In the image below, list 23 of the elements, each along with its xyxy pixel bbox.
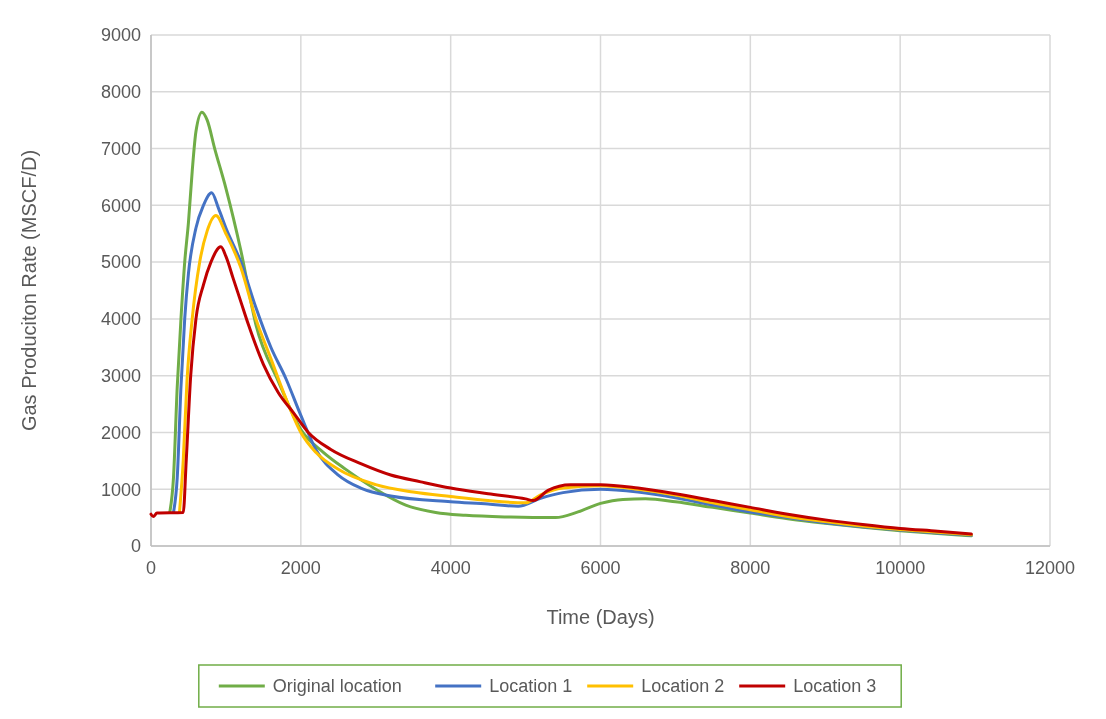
x-tick-label: 4000 bbox=[430, 558, 471, 578]
x-tick-label: 8000 bbox=[730, 558, 771, 578]
legend-label: Location 2 bbox=[641, 676, 725, 697]
x-axis-title: Time (Days) bbox=[546, 606, 655, 628]
y-tick-label: 4000 bbox=[100, 309, 141, 330]
y-tick-label: 0 bbox=[130, 536, 141, 557]
y-tick-label: 8000 bbox=[100, 82, 141, 103]
y-tick-label: 9000 bbox=[100, 25, 141, 46]
y-tick-label: 5000 bbox=[100, 252, 141, 273]
y-tick-label: 6000 bbox=[100, 195, 141, 216]
y-tick-label: 3000 bbox=[100, 365, 141, 386]
legend-label: Location 3 bbox=[793, 676, 877, 697]
y-tick-label: 1000 bbox=[100, 479, 141, 500]
x-tick-label: 6000 bbox=[580, 558, 621, 578]
legend-label: Location 1 bbox=[489, 676, 573, 697]
legend-label: Original location bbox=[272, 676, 402, 697]
y-tick-label: 7000 bbox=[100, 138, 141, 159]
y-tick-label: 2000 bbox=[100, 422, 141, 443]
y-axis-title: Gas Produciton Rate (MSCF/D) bbox=[18, 149, 40, 432]
x-tick-label: 0 bbox=[145, 558, 157, 578]
x-tick-label: 2000 bbox=[280, 558, 321, 578]
x-tick-label: 10000 bbox=[875, 558, 926, 578]
x-tick-label: 12000 bbox=[1024, 558, 1076, 578]
